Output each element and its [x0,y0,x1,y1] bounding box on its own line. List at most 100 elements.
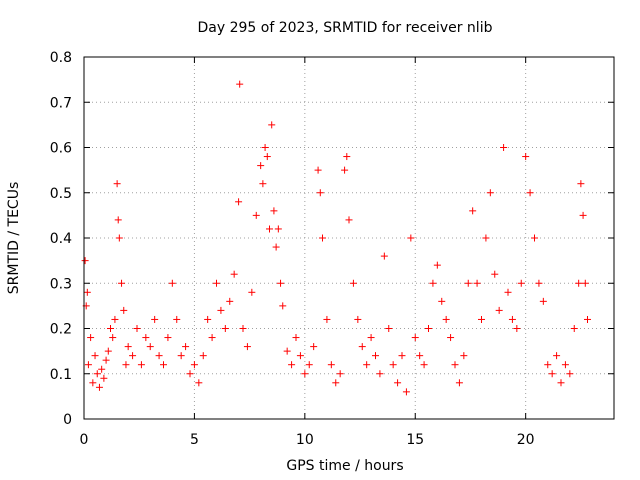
data-point [581,279,589,287]
chart-title: Day 295 of 2023, SRMTID for receiver nli… [198,20,493,36]
x-tick-label: 15 [406,432,424,448]
data-point [460,352,468,360]
data-point [151,315,159,323]
data-point [548,370,556,378]
data-point [213,279,220,287]
data-point [354,315,362,323]
data-point [433,261,441,269]
data-point [120,306,128,314]
data-point [314,166,322,174]
data-point [288,361,296,369]
data-point [394,379,402,387]
y-tick-label: 0.7 [50,95,72,111]
data-point [566,370,574,378]
y-tick-label: 0 [63,412,72,428]
data-point [89,379,97,387]
y-tick-label: 0.1 [50,367,72,383]
data-point [316,189,324,197]
data-point [160,361,167,369]
data-point [259,180,267,188]
data-point [561,361,569,369]
data-point [482,234,490,242]
x-tick-label: 5 [190,432,199,448]
y-tick-label: 0.8 [50,50,72,66]
data-point [155,352,163,360]
data-point [93,370,101,378]
y-axis-label: SRMTID / TECUs [6,182,22,295]
data-point [323,315,331,323]
data-point [531,234,538,242]
data-point [495,306,503,314]
data-point [100,374,108,382]
data-point [292,334,300,342]
data-point [513,325,521,332]
data-point [164,334,172,342]
data-point [277,279,285,287]
data-point [186,370,194,378]
data-point [345,216,353,224]
data-point [221,325,229,332]
y-tick-label: 0.2 [50,322,72,338]
data-point [115,234,123,242]
data-point [182,343,190,351]
data-point [349,279,357,287]
data-point [535,279,543,287]
data-point [526,189,534,197]
data-point [84,361,92,369]
data-point [195,379,203,387]
data-point [190,361,198,369]
data-point [486,189,494,197]
y-tick-label: 0.6 [50,141,72,157]
data-point [102,356,110,364]
data-point [109,334,117,342]
data-points [81,80,591,396]
data-point [478,315,485,323]
data-point [235,198,243,206]
data-point [91,352,99,360]
data-point [584,315,591,323]
data-point [332,379,340,387]
data-point [268,121,276,129]
data-point [442,315,450,323]
data-point [124,343,132,351]
data-point [243,343,251,351]
data-point [305,361,313,369]
data-point [129,352,137,360]
data-point [327,361,335,369]
data-point [199,352,207,360]
data-point [168,279,176,287]
x-tick-label: 20 [517,432,535,448]
data-point [177,352,185,360]
data-point [491,270,499,278]
data-point [217,306,225,314]
data-point [301,370,309,378]
data-point [544,361,552,369]
data-point [239,325,247,332]
data-point [455,379,463,387]
data-point [283,347,291,355]
data-point [380,252,388,260]
x-tick-labels: 0 5 10 15 20 [80,432,535,448]
data-point [111,315,119,323]
data-point [336,370,344,378]
data-point [114,216,122,224]
data-point [319,234,326,242]
data-point [420,361,428,369]
data-point [81,257,89,265]
data-point [226,297,234,305]
data-point [146,343,154,351]
data-point [107,325,114,332]
data-point [261,144,269,151]
data-point [296,352,304,360]
data-point [95,383,103,391]
data-point [230,270,238,278]
data-point [367,334,375,342]
data-point [508,315,516,323]
data-point [411,334,419,342]
data-point [236,80,244,88]
data-point [204,315,212,323]
data-point [385,325,393,332]
data-point [579,211,587,219]
data-point [473,279,481,287]
